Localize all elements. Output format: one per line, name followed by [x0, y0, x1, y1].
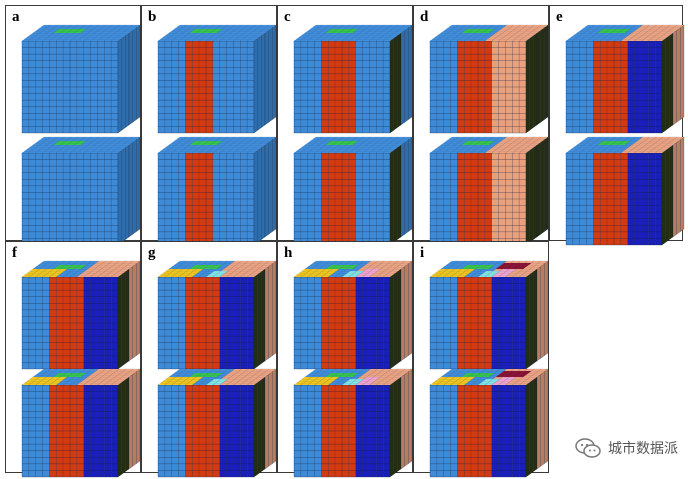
- panel-i: i: [413, 241, 549, 478]
- voxel-cube: [157, 24, 277, 134]
- voxel-cube: [565, 24, 685, 134]
- wechat-icon: [575, 438, 601, 458]
- voxel-cube: [21, 24, 141, 134]
- voxel-cube: [21, 136, 141, 246]
- panel-c: c: [277, 5, 413, 246]
- panel-label: f: [12, 245, 17, 261]
- cube-pair: [21, 24, 141, 246]
- panel-e: e: [549, 5, 685, 246]
- watermark-text: 城市数据派: [608, 441, 678, 457]
- panel-label: c: [284, 9, 291, 25]
- voxel-cube: [429, 368, 549, 478]
- panel-label: i: [420, 245, 425, 261]
- panel-label: h: [284, 245, 293, 261]
- cube-pair: [21, 260, 141, 478]
- voxel-cube: [21, 368, 141, 478]
- panel-b: b: [141, 5, 277, 246]
- panel-g: g: [141, 241, 277, 478]
- voxel-cube: [429, 136, 549, 246]
- voxel-cube: [565, 136, 685, 246]
- panel-h: h: [277, 241, 413, 478]
- voxel-cube: [157, 260, 277, 370]
- cube-pair: [429, 260, 549, 478]
- panel-label: e: [556, 9, 563, 25]
- cube-pair: [429, 24, 549, 246]
- panel-a: a: [5, 5, 141, 246]
- watermark: 城市数据派: [574, 437, 678, 459]
- voxel-cube: [293, 368, 413, 478]
- panel-d: d: [413, 5, 549, 246]
- voxel-cube: [293, 24, 413, 134]
- voxel-cube: [21, 260, 141, 370]
- voxel-cube: [429, 260, 549, 370]
- panel-f: f: [5, 241, 141, 478]
- voxel-cube: [157, 368, 277, 478]
- cube-pair: [293, 24, 413, 246]
- cube-pair: [157, 24, 277, 246]
- voxel-cube: [429, 24, 549, 134]
- panel-label: d: [420, 9, 429, 25]
- voxel-cube: [157, 136, 277, 246]
- panel-label: b: [148, 9, 157, 25]
- cube-pair: [157, 260, 277, 478]
- cube-pair: [293, 260, 413, 478]
- panel-label: g: [148, 245, 156, 261]
- cube-pair: [565, 24, 685, 246]
- panel-label: a: [12, 9, 20, 25]
- voxel-cube: [293, 136, 413, 246]
- voxel-cube: [293, 260, 413, 370]
